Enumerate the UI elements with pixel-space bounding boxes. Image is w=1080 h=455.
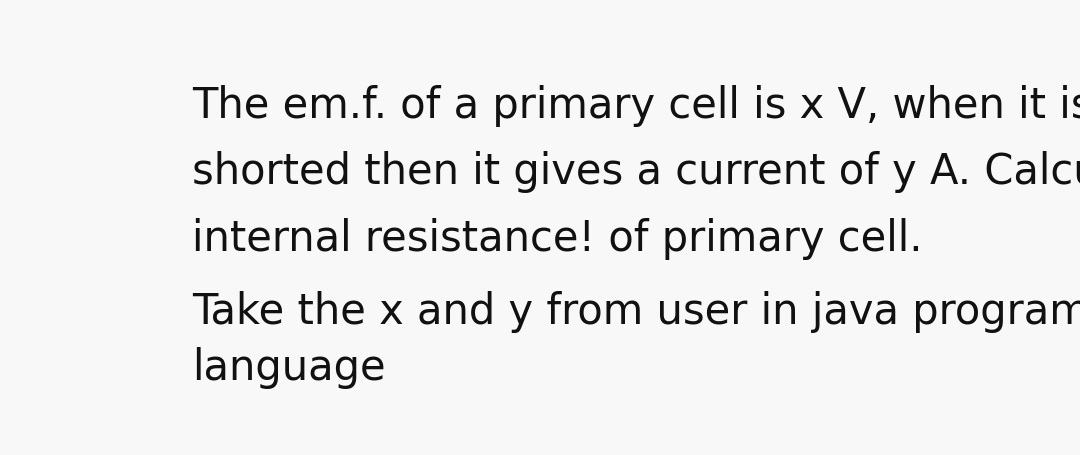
Text: internal resistance! of primary cell.: internal resistance! of primary cell. — [192, 218, 922, 260]
Text: shorted then it gives a current of y A. Calculate: shorted then it gives a current of y A. … — [192, 151, 1080, 193]
Text: language: language — [192, 348, 386, 389]
Text: The em.f. of a primary cell is x V, when it is: The em.f. of a primary cell is x V, when… — [192, 85, 1080, 126]
Text: Take the x and y from user in java programming: Take the x and y from user in java progr… — [192, 291, 1080, 334]
